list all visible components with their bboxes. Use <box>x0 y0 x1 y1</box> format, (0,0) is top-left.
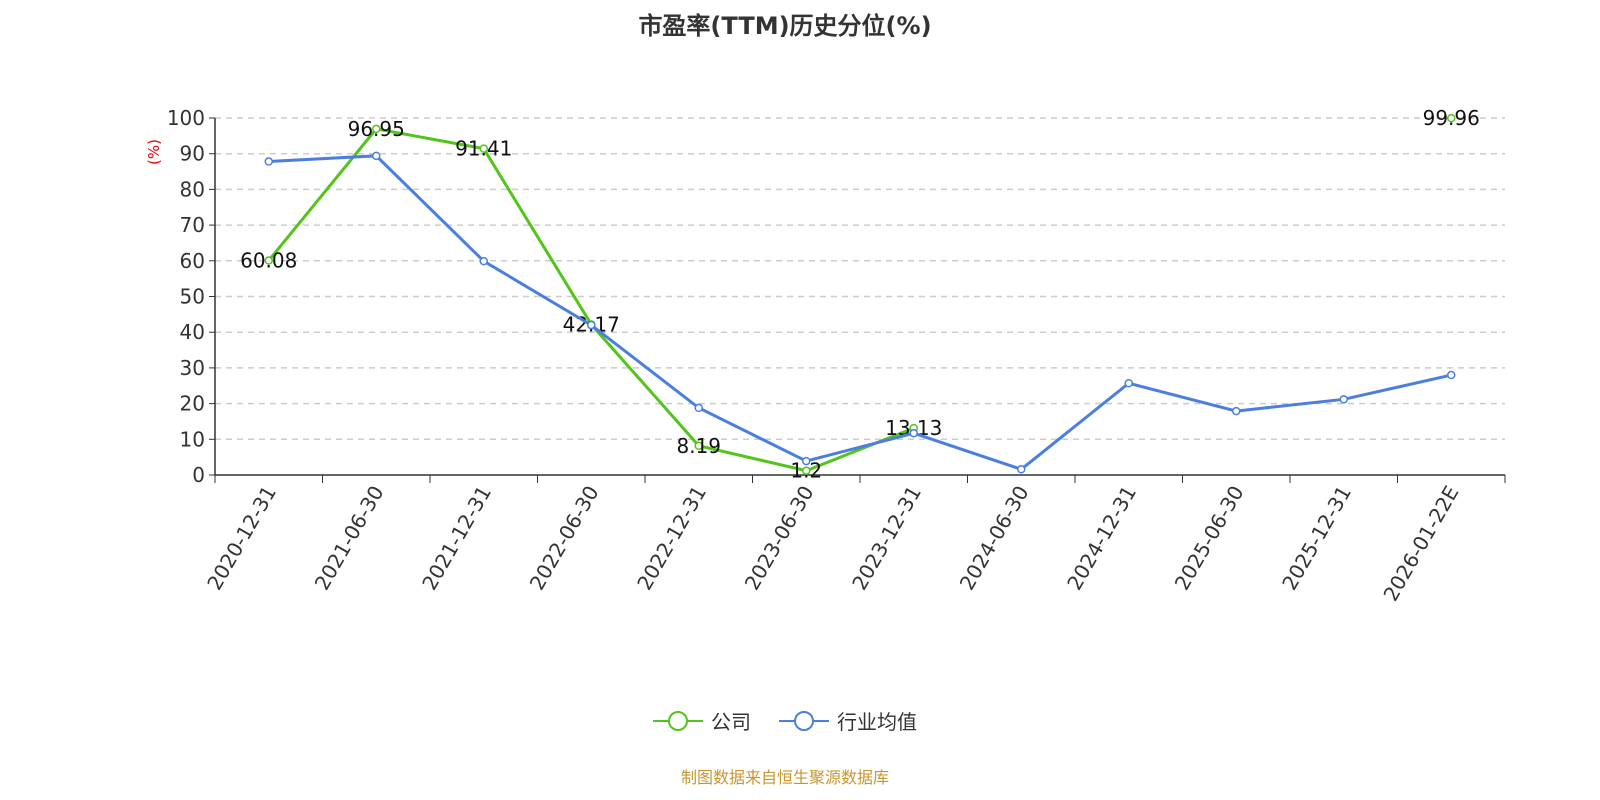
source-note: 制图数据来自恒生聚源数据库 <box>680 768 889 787</box>
data-point <box>1124 379 1133 388</box>
data-point <box>694 403 703 413</box>
y-axis-label: (%) <box>145 139 163 165</box>
x-tick-label: 2021-06-30 <box>310 482 389 595</box>
x-tick-label: 2022-12-31 <box>632 482 711 595</box>
legend-item[interactable]: 行业均值 <box>779 706 917 735</box>
data-label: 8.19 <box>676 434 721 458</box>
line-chart: 0 10 20 30 40 50 60 70 80 90 100(%) 2020-12-31 2021-… <box>145 106 1506 606</box>
y-tick-label: 40 <box>180 320 205 344</box>
data-point <box>587 320 596 330</box>
data-point <box>264 157 273 166</box>
series-line-公司 <box>267 127 915 473</box>
legend-line-circle-icon <box>779 710 829 731</box>
data-point <box>694 441 703 451</box>
data-label: 96.95 <box>348 117 405 141</box>
x-tick-label: 2022-06-30 <box>525 482 604 595</box>
data-point <box>1339 395 1348 404</box>
data-point <box>264 256 273 265</box>
y-tick-label: 80 <box>180 177 205 201</box>
y-tick-label: 10 <box>180 427 205 451</box>
x-tick-label: 2023-12-31 <box>847 482 926 595</box>
x-tick-label: 2024-06-30 <box>955 482 1034 595</box>
data-point <box>479 256 488 266</box>
data-point <box>1017 465 1026 474</box>
data-point <box>909 428 918 438</box>
x-tick-label: 2023-06-30 <box>740 482 819 595</box>
y-tick-label: 90 <box>180 142 205 166</box>
y-tick-label: 30 <box>180 356 205 380</box>
data-label: 91.41 <box>455 137 512 161</box>
data-point <box>802 466 811 475</box>
legend-label: 行业均值 <box>837 710 917 734</box>
data-label: 60.08 <box>240 249 297 273</box>
data-point <box>802 456 811 466</box>
y-tick-label: 50 <box>180 285 205 309</box>
legend-line-circle-icon <box>653 710 703 731</box>
legend-label: 公司 <box>711 710 751 734</box>
data-point <box>1447 370 1456 380</box>
legend-item[interactable]: 公司 <box>653 706 751 735</box>
y-tick-label: 70 <box>180 213 205 237</box>
y-tick-label: 20 <box>180 392 205 416</box>
x-tick-label: 2020-12-31 <box>202 482 281 595</box>
data-point <box>1232 406 1241 416</box>
data-point <box>1447 113 1456 123</box>
x-tick-label: 2026-01-22E <box>1378 482 1463 606</box>
y-tick-label: 0 <box>192 463 205 487</box>
chart-title: 市盈率(TTM)历史分位(%) <box>638 12 932 40</box>
data-point <box>372 124 381 134</box>
data-label: 99.96 <box>1423 106 1480 130</box>
x-tick-label: 2025-06-30 <box>1170 482 1249 595</box>
y-tick-label: 60 <box>180 249 205 273</box>
x-tick-label: 2021-12-31 <box>417 482 496 595</box>
x-tick-label: 2024-12-31 <box>1062 482 1141 595</box>
data-point <box>479 144 488 153</box>
x-tick-label: 2025-12-31 <box>1277 482 1356 595</box>
data-point <box>372 151 381 161</box>
legend: 公司 行业均值 <box>0 706 1570 735</box>
series-line-行业均值 <box>268 154 1452 471</box>
y-tick-label: 100 <box>167 106 205 130</box>
